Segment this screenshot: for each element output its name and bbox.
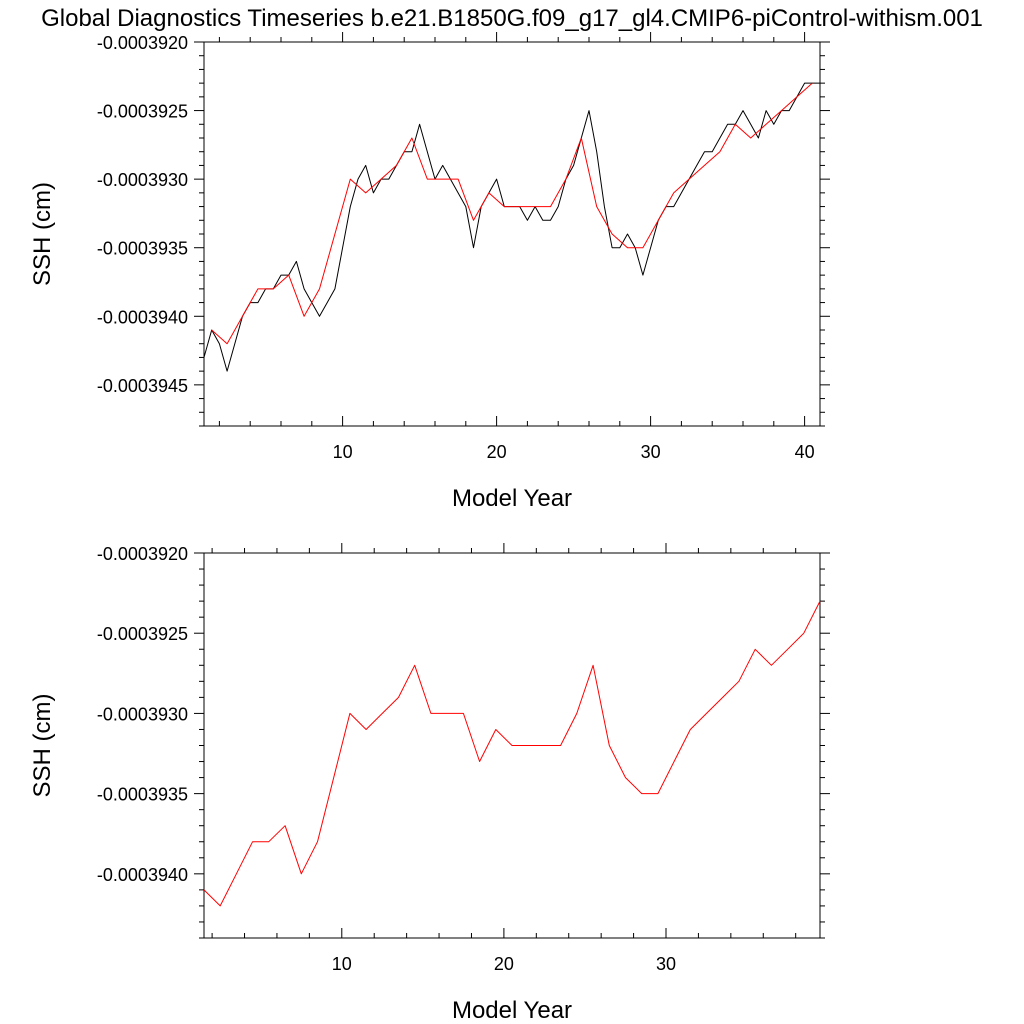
monthly-series-line [203,82,820,372]
annual-mean-line [203,600,821,907]
bottom-panel: 10 20 30 -0.0003920 -0.0003925 -0.0003930 -0.0… [29,543,830,1024]
y-tick-label: -0.0003940 [97,307,188,327]
x-tick-label: 30 [641,442,661,462]
top-panel: 10 20 30 40 -0.0003920 -0.0003925 -0.0003930 -0… [29,32,830,512]
plot-frame [203,41,821,427]
y-tick-label: -0.0003935 [97,785,188,805]
x-tick-label: 30 [656,954,676,974]
x-tick-label: 20 [494,954,514,974]
x-tick-label: 20 [487,442,507,462]
x-tick-label: 40 [795,442,815,462]
y-tick-label: -0.0003940 [97,865,188,885]
y-tick-label: -0.0003945 [97,376,188,396]
x-axis-label: Model Year [452,997,572,1024]
x-axis-label: Model Year [452,485,572,512]
y-tick-label: -0.0003925 [97,624,188,644]
y-tick-label: -0.0003925 [97,102,188,122]
y-tick-label: -0.0003920 [97,33,188,53]
y-tick-label: -0.0003935 [97,239,188,259]
x-tick-label: 10 [333,442,353,462]
figure-title: Global Diagnostics Timeseries b.e21.B185… [41,5,983,32]
annual-mean-line [211,82,813,345]
y-axis-label: SSH (cm) [29,694,56,798]
y-tick-label: -0.0003930 [97,170,188,190]
x-tick-label: 10 [332,954,352,974]
y-tick-label: -0.0003930 [97,704,188,724]
y-axis-label: SSH (cm) [29,182,56,286]
y-tick-label: -0.0003920 [97,544,188,564]
